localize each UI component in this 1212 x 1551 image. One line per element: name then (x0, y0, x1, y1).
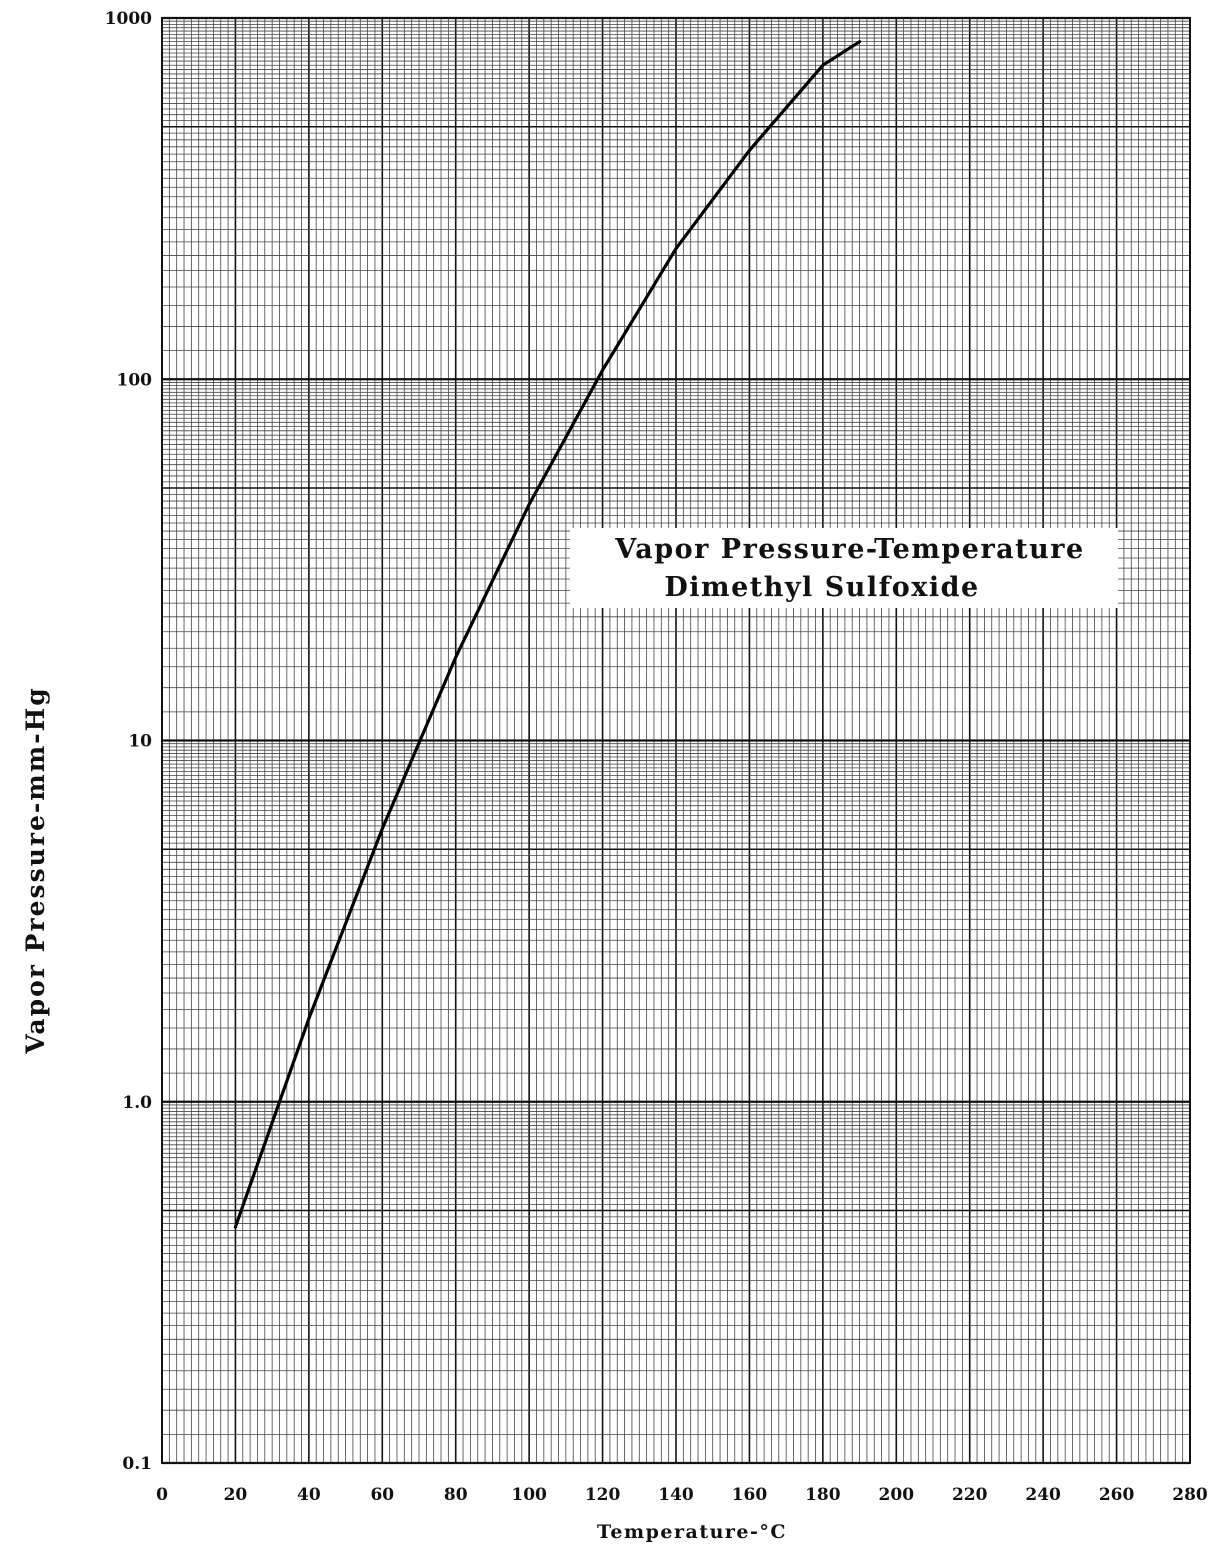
series-line-0 (233, 40, 862, 1229)
x-axis-title: Temperature-°C (597, 1521, 787, 1543)
x-tick-label: 0 (156, 1485, 168, 1505)
x-tick-label: 20 (224, 1485, 248, 1505)
x-tick-label: 280 (1172, 1485, 1208, 1505)
y-tick-label: 100 (117, 370, 153, 390)
x-tick-label: 100 (511, 1485, 547, 1505)
grid (161, 16, 1191, 1465)
x-tick-label: 200 (879, 1485, 915, 1505)
y-tick-label: 1.0 (122, 1093, 152, 1113)
x-tick-label: 260 (1099, 1485, 1135, 1505)
series-layer (233, 40, 862, 1229)
x-tick-label: 240 (1025, 1485, 1061, 1505)
title-background (570, 528, 1118, 608)
y-axis-title: Vapor Pressure-mm-Hg (21, 686, 50, 1054)
y-tick-labels: 0.1 1.0 10 100 1000 (105, 9, 152, 1474)
y-tick-label: 0.1 (122, 1454, 152, 1474)
x-tick-label: 220 (952, 1485, 988, 1505)
chart-title-box: Vapor Pressure-Temperature Dimethyl Sulf… (570, 528, 1118, 608)
x-tick-labels: 0 20 40 60 80 100 120 140 160 180 200 220 240 260 280 (156, 1485, 1208, 1505)
plot-frame (161, 17, 1191, 1464)
y-tick-label: 1000 (105, 9, 152, 29)
x-tick-label: 160 (732, 1485, 768, 1505)
x-tick-label: 60 (370, 1485, 394, 1505)
x-tick-label: 80 (444, 1485, 468, 1505)
x-tick-label: 180 (805, 1485, 841, 1505)
chart-title-line-2: Dimethyl Sulfoxide (664, 572, 979, 603)
x-tick-label: 120 (585, 1485, 621, 1505)
y-tick-label: 10 (128, 732, 152, 752)
x-tick-label: 40 (297, 1485, 321, 1505)
x-tick-label: 140 (658, 1485, 694, 1505)
chart-title-line-1: Vapor Pressure-Temperature (614, 534, 1084, 565)
